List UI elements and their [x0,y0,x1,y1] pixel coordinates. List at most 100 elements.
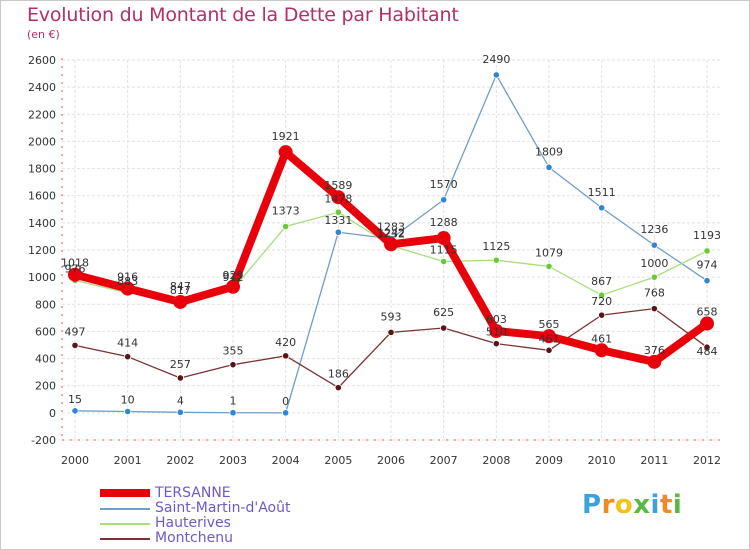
data-label: 1478 [324,192,352,205]
data-point [384,237,398,252]
data-point [120,281,135,296]
data-label: 1331 [324,214,352,227]
logo-letter: i [672,490,683,520]
chart-title: Evolution du Montant de la Dette par Hab… [27,4,459,26]
x-tick-label: 2005 [324,454,352,467]
logo-letter: o [614,490,634,520]
data-point [489,324,504,339]
legend-label-montchenu: Montchenu [155,530,233,546]
data-label: 976 [65,262,86,275]
x-tick-label: 2004 [272,454,300,467]
data-point [650,305,658,313]
data-point [440,257,448,266]
data-label: 1232 [377,228,405,241]
data-label: 2490 [482,53,510,66]
data-label: 1125 [482,240,510,253]
data-label: 1589 [324,179,352,192]
data-point [594,343,609,358]
data-label: 461 [591,332,612,345]
data-point [282,222,290,231]
data-label: 929 [223,269,244,282]
data-label: 720 [591,295,612,308]
x-tick-label: 2008 [482,454,510,467]
data-label: 420 [275,336,296,349]
data-point [650,241,658,249]
data-point [278,145,293,160]
y-tick-label: 2400 [28,81,56,94]
data-label: 355 [223,345,244,358]
data-label: 883 [117,275,138,288]
x-tick-label: 2009 [535,454,563,467]
x-tick-label: 2002 [166,454,194,467]
data-label: 1809 [535,145,563,158]
data-point [598,291,606,299]
data-point [334,228,342,236]
logo-letter: r [601,490,615,520]
data-point [176,408,184,416]
data-label: 484 [697,345,718,358]
y-tick-label: 1600 [28,190,56,203]
x-tick-label: 2003 [219,454,247,467]
data-label: 1511 [588,186,616,199]
proxiti-logo: Proxiti [582,490,682,520]
data-point [703,343,711,351]
data-point [492,71,500,79]
y-tick-label: 1800 [28,163,56,176]
data-label: 593 [381,310,402,323]
data-point [440,324,448,332]
data-point [436,231,451,246]
data-label: 1921 [272,130,300,143]
data-label: 912 [223,271,244,284]
data-point [492,256,500,264]
x-tick-label: 2012 [693,454,721,467]
legend-swatch-montchenu [100,538,150,540]
y-tick-label: 2600 [28,54,56,67]
data-label: 1018 [61,257,89,270]
data-label: 461 [539,332,560,345]
data-label: 1242 [377,226,405,239]
data-label: 847 [170,280,191,293]
data-label: 1288 [430,216,458,229]
data-point [68,267,82,282]
data-label: 867 [591,275,612,288]
data-point [124,353,132,361]
x-tick-label: 2010 [588,454,616,467]
data-label: 603 [486,313,507,326]
y-tick-label: 1400 [28,217,56,230]
data-label: 0 [282,395,289,408]
series-points [68,71,714,417]
data-label: 497 [65,325,86,338]
data-label: 15 [68,393,82,406]
data-labels: 15 10 4 1 0133112831570249018091511123697497… [61,53,721,408]
data-label: 186 [328,368,349,381]
data-point [545,262,553,271]
unit-label: (en €) [27,28,60,41]
data-point [598,204,606,212]
data-label: 1193 [693,229,721,242]
legend-label-saint-martin: Saint-Martin-d'Août [155,500,291,516]
legend-label-tersanne: TERSANNE [155,485,231,501]
y-tick-label: -200 [31,434,56,447]
data-point [440,196,448,204]
data-label: 4 [177,394,184,407]
logo-letter: t [659,490,673,520]
y-tick-label: 1000 [28,271,56,284]
data-label: 1115 [430,244,458,257]
y-tick-label: 1200 [28,244,56,257]
data-point [176,374,184,382]
data-point [282,409,290,417]
data-point [71,407,79,415]
x-tick-label: 2007 [430,454,458,467]
data-label: 916 [117,271,138,284]
x-tick-label: 2000 [61,454,89,467]
data-label: 414 [117,337,138,350]
data-label: 658 [697,306,718,319]
logo-letter: P [582,490,602,520]
data-point [124,407,132,416]
y-tick-label: 400 [35,353,56,366]
legend-swatch-tersanne [100,489,150,497]
data-point [334,208,342,216]
logo-letter: i [650,490,660,520]
